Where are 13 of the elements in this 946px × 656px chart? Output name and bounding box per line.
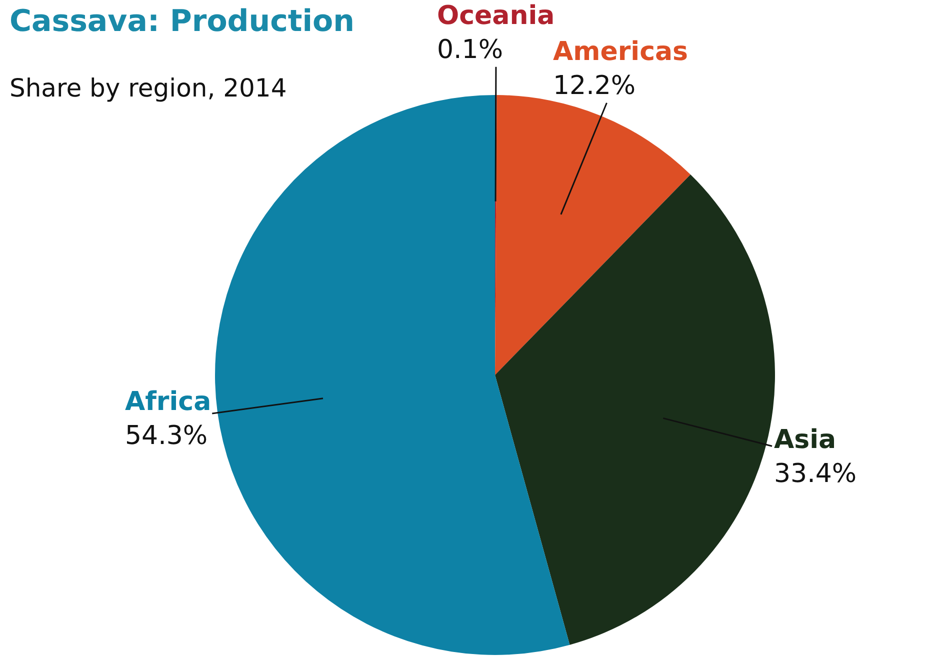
- pie-slice: [215, 95, 570, 655]
- slice-label: Africa: [125, 387, 212, 417]
- slice-label: Americas: [553, 37, 688, 67]
- slice-label: Asia: [774, 425, 836, 455]
- pie-slice: [495, 174, 775, 645]
- slice-label: Oceania: [437, 1, 555, 31]
- data-label: 0.1%: [437, 34, 504, 65]
- data-label: 54.3%: [125, 420, 208, 451]
- text: Share by region, 2014: [9, 73, 287, 102]
- chart-title: Cassava: Production: [9, 4, 355, 39]
- pie-slice: [495, 95, 690, 375]
- data-label: 33.4%: [774, 458, 857, 489]
- data-label: 12.2%: [553, 70, 636, 101]
